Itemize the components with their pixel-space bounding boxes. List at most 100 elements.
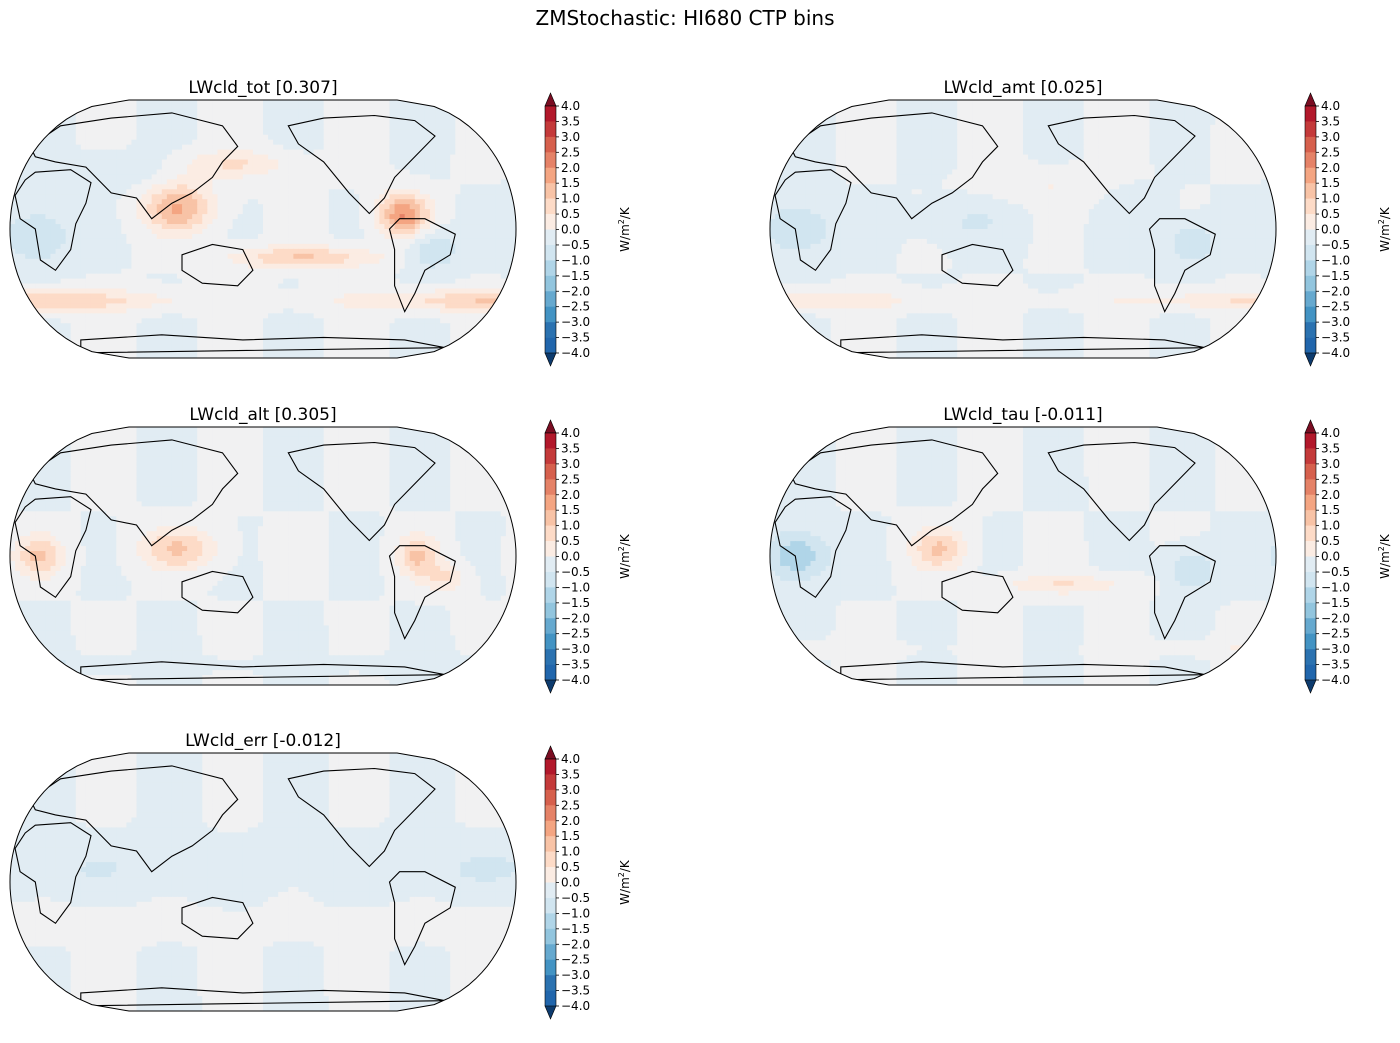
colorbar-segment — [1305, 541, 1316, 557]
colorbar-segment — [545, 805, 556, 821]
colorbar-tick-label: −1.0 — [1321, 253, 1350, 267]
colorbar-segment — [1305, 245, 1316, 261]
colorbar-extend-max — [1305, 420, 1316, 433]
colorbar-tick-label: −3.0 — [1321, 315, 1350, 329]
colorbar-segment — [1305, 618, 1316, 634]
map-title: LWcld_amt [0.025] — [770, 78, 1276, 98]
colorbar-segment — [1305, 121, 1316, 137]
colorbar-tick-label: 1.0 — [561, 192, 580, 206]
colorbar-segment — [545, 214, 556, 230]
colorbar-tick-label: −2.0 — [1321, 284, 1350, 298]
colorbar-segment — [545, 944, 556, 960]
colorbar-tick-label: 0.0 — [1321, 223, 1340, 237]
colorbar-tick-label: 4.0 — [561, 99, 580, 113]
colorbar-segment — [545, 898, 556, 914]
colorbar-tick-label: −3.0 — [1321, 642, 1350, 656]
contour-field — [10, 100, 517, 359]
colorbar-segment — [1305, 338, 1316, 354]
colorbar-tick-label: −1.5 — [561, 596, 590, 610]
colorbar-segment — [1305, 495, 1316, 511]
colorbar-tick-label: 1.5 — [561, 829, 580, 843]
colorbar-segment — [545, 634, 556, 650]
colorbar-tick-label: −0.5 — [561, 565, 590, 579]
colorbar-tick-label: 2.5 — [561, 472, 580, 486]
colorbar-segment — [545, 991, 556, 1007]
colorbar-segment — [1305, 464, 1316, 480]
colorbar-segment — [545, 448, 556, 464]
contour-field — [770, 100, 1277, 359]
map-title: LWcld_tau [-0.011] — [770, 405, 1276, 425]
colorbar-tick-label: 1.0 — [561, 519, 580, 533]
colorbar: 4.03.53.02.52.01.51.00.50.0−0.5−1.0−1.5−… — [1295, 417, 1395, 695]
colorbar-tick-label: 2.0 — [561, 488, 580, 502]
colorbar-tick-label: 3.0 — [1321, 130, 1340, 144]
colorbar-segment — [545, 338, 556, 354]
colorbar-segment — [1305, 322, 1316, 338]
colorbar-segment — [1305, 665, 1316, 681]
colorbar-tick-label: 1.0 — [1321, 192, 1340, 206]
colorbar-segment — [1305, 276, 1316, 292]
colorbar-segment — [1305, 510, 1316, 526]
map — [10, 100, 516, 358]
colorbar-segment — [1305, 214, 1316, 230]
colorbar-segment — [1305, 433, 1316, 449]
colorbar-tick-label: −1.5 — [561, 269, 590, 283]
colorbar-segment — [545, 307, 556, 323]
map — [770, 100, 1276, 358]
colorbar-segment — [545, 774, 556, 790]
colorbar-tick-label: −2.0 — [561, 937, 590, 951]
colorbar-extend-min — [1305, 680, 1316, 693]
colorbar-segment — [545, 106, 556, 122]
colorbar-tick-label: 3.0 — [1321, 457, 1340, 471]
colorbar-tick-label: −2.0 — [561, 284, 590, 298]
colorbar-segment — [545, 322, 556, 338]
colorbar-tick-label: 0.0 — [1321, 550, 1340, 564]
colorbar-segment — [1305, 649, 1316, 665]
colorbar-segment — [545, 821, 556, 837]
colorbar-segment — [1305, 448, 1316, 464]
colorbar-tick-label: 3.5 — [561, 114, 580, 128]
colorbar-segment — [545, 557, 556, 573]
colorbar-tick-label: 0.5 — [561, 207, 580, 221]
colorbar-tick-label: −1.0 — [561, 253, 590, 267]
contour-field — [10, 753, 517, 1012]
colorbar-segment — [1305, 307, 1316, 323]
map-title: LWcld_tot [0.307] — [10, 78, 516, 98]
colorbar-extend-max — [545, 420, 556, 433]
colorbar-segment — [1305, 199, 1316, 215]
colorbar-segment — [545, 836, 556, 852]
colorbar-tick-label: −1.0 — [561, 580, 590, 594]
colorbar-extend-min — [545, 353, 556, 366]
colorbar-segment — [1305, 137, 1316, 153]
colorbar-tick-label: 2.0 — [1321, 161, 1340, 175]
colorbar-tick-label: 2.5 — [561, 798, 580, 812]
map-title: LWcld_alt [0.305] — [10, 405, 516, 425]
colorbar-tick-label: −3.0 — [561, 642, 590, 656]
colorbar-segment — [545, 526, 556, 542]
colorbar-segment — [545, 464, 556, 480]
colorbar-tick-label: 3.0 — [561, 783, 580, 797]
colorbar-segment — [545, 649, 556, 665]
colorbar-units-label: W/m2/K — [617, 206, 632, 252]
colorbar-tick-label: 3.0 — [561, 457, 580, 471]
colorbar-segment — [1305, 230, 1316, 246]
colorbar-tick-label: 3.5 — [561, 767, 580, 781]
colorbar-tick-label: 0.5 — [1321, 534, 1340, 548]
colorbar-tick-label: −4.0 — [1321, 673, 1350, 687]
colorbar-segment — [545, 759, 556, 775]
colorbar-tick-label: −2.5 — [1321, 627, 1350, 641]
colorbar-tick-label: 2.5 — [1321, 472, 1340, 486]
colorbar-segment — [545, 276, 556, 292]
colorbar-tick-label: 4.0 — [1321, 426, 1340, 440]
colorbar-tick-label: −0.5 — [561, 891, 590, 905]
colorbar-tick-label: 0.0 — [561, 550, 580, 564]
colorbar-segment — [1305, 634, 1316, 650]
colorbar-tick-label: −1.0 — [1321, 580, 1350, 594]
colorbar-tick-label: −3.5 — [561, 984, 590, 998]
colorbar-segment — [545, 665, 556, 681]
colorbar-tick-label: 0.5 — [1321, 207, 1340, 221]
colorbar-units-label: W/m2/K — [617, 859, 632, 905]
colorbar-segment — [545, 883, 556, 899]
colorbar-tick-label: −3.0 — [561, 968, 590, 982]
